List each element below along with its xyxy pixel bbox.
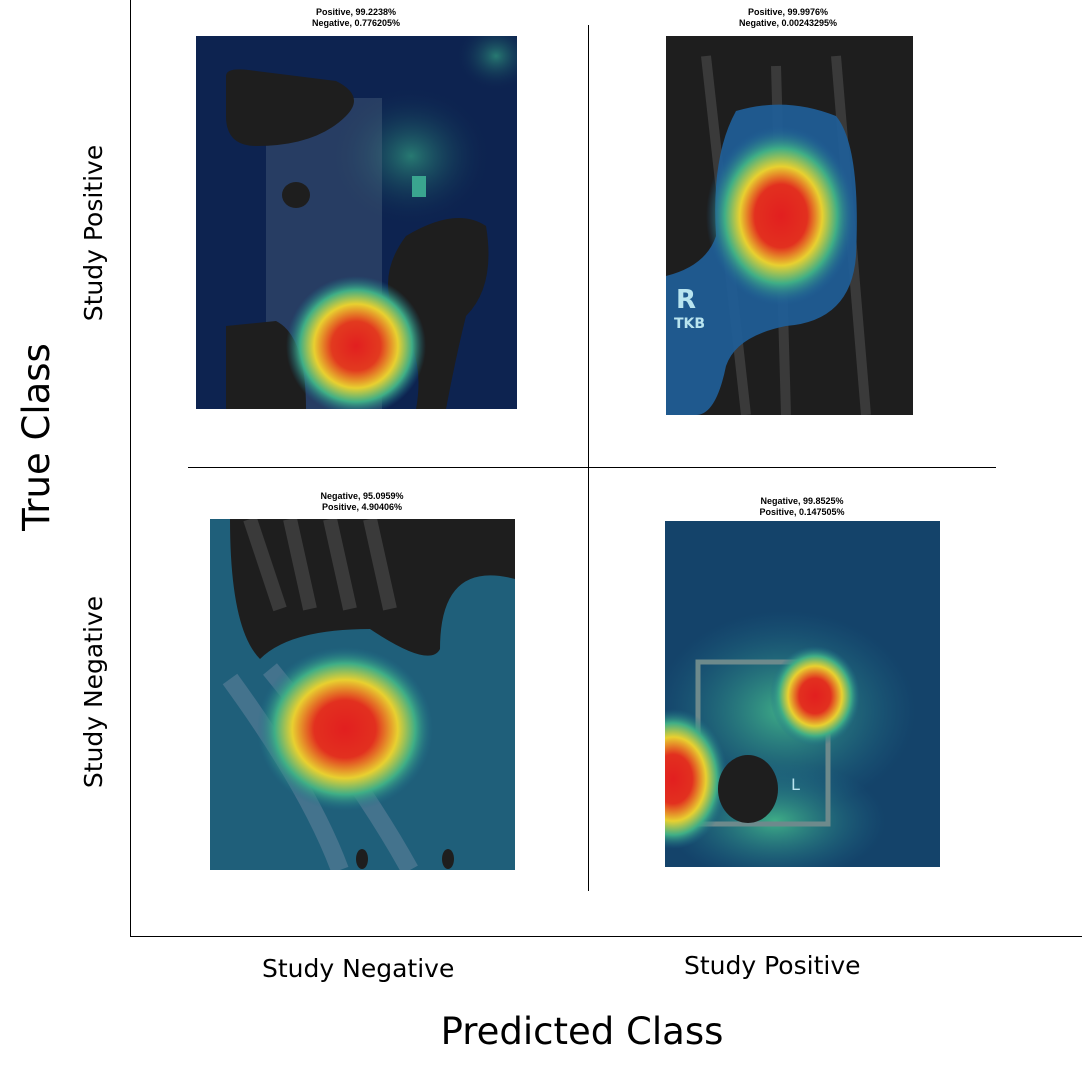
y-axis-line (130, 0, 131, 937)
y-axis-title: True Class (15, 343, 58, 531)
heatmap-image-true-negative-pred-positive: L (665, 521, 940, 867)
heatmap-image-true-positive-pred-positive: R TKB (666, 36, 913, 415)
panel-caption-true-negative-pred-negative: Negative, 95.0959% Positive, 4.90406% (320, 491, 404, 512)
panel-caption-true-positive-pred-negative: Positive, 99.2238% Negative, 0.776205% (311, 7, 401, 28)
column-label-study-negative: Study Negative (262, 954, 455, 983)
heatmap-image-true-positive-pred-negative (196, 36, 517, 409)
column-label-study-positive: Study Positive (684, 951, 861, 980)
row-label-study-positive: Study Positive (79, 144, 108, 322)
image-marker-l: L (791, 775, 800, 794)
image-marker-tkb: TKB (674, 316, 705, 332)
quadrant-divider-horizontal (188, 467, 996, 468)
panel-caption-true-negative-pred-positive: Negative, 99.8525% Positive, 0.147505% (759, 496, 845, 517)
image-marker-r: R (676, 285, 696, 315)
quadrant-divider-vertical (588, 25, 589, 891)
x-axis-line (130, 936, 1082, 937)
x-axis-title: Predicted Class (440, 1010, 724, 1053)
panel-caption-true-positive-pred-positive: Positive, 99.9976% Negative, 0.00243295% (738, 7, 838, 28)
row-label-study-negative: Study Negative (79, 595, 108, 789)
heatmap-image-true-negative-pred-negative (210, 519, 515, 870)
